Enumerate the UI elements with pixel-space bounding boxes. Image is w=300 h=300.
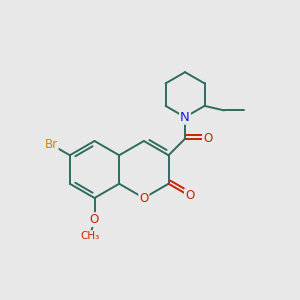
Text: O: O [185, 189, 194, 203]
Text: O: O [203, 132, 212, 145]
Text: O: O [139, 191, 148, 205]
Text: Br: Br [44, 138, 58, 151]
Text: O: O [90, 213, 99, 226]
Text: N: N [180, 111, 190, 124]
Text: CH₃: CH₃ [80, 231, 100, 241]
